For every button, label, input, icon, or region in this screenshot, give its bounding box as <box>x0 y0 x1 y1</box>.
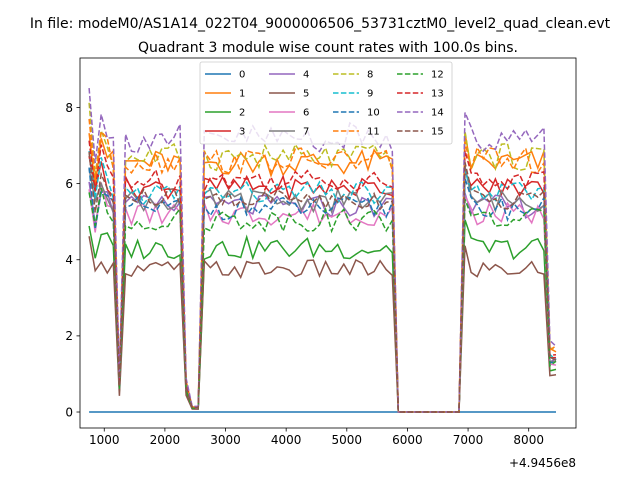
legend-label-4: 4 <box>303 70 309 81</box>
series-line-13 <box>88 140 557 413</box>
legend-box <box>199 61 453 145</box>
x-tick-label: 8000 <box>513 433 544 447</box>
legend-label-8: 8 <box>367 70 373 81</box>
series-lines <box>88 88 557 413</box>
legend-label-0: 0 <box>239 70 245 81</box>
series-line-5 <box>88 236 557 413</box>
y-tick-label: 0 <box>65 405 73 419</box>
plot-frame <box>79 57 577 429</box>
series-line-14 <box>88 88 557 413</box>
legend-label-6: 6 <box>303 108 309 119</box>
series-line-9 <box>88 150 557 413</box>
legend-label-9: 9 <box>367 89 373 100</box>
x-axis: 1000 2000 3000 4000 5000 6000 7000 8000 <box>89 428 544 447</box>
y-tick-label: 6 <box>65 177 73 191</box>
legend-label-11: 11 <box>367 127 380 138</box>
x-tick-label: 1000 <box>89 433 120 447</box>
legend-label-7: 7 <box>303 127 309 138</box>
figure-suptitle: In file: modeM0/AS1A14_022T04_9000006506… <box>30 16 611 32</box>
legend-label-3: 3 <box>239 127 245 138</box>
legend-label-2: 2 <box>239 108 245 119</box>
y-tick-label: 2 <box>65 329 73 343</box>
x-tick-label: 3000 <box>210 433 241 447</box>
series-line-12 <box>88 187 557 413</box>
x-tick-label: 4000 <box>271 433 302 447</box>
series-line-15 <box>88 151 557 413</box>
chart-title: Quadrant 3 module wise count rates with … <box>138 40 518 56</box>
x-tick-label: 6000 <box>392 433 423 447</box>
y-tick-label: 4 <box>65 253 73 267</box>
x-offset-label: +4.9456e8 <box>509 456 576 470</box>
legend-label-1: 1 <box>239 89 245 100</box>
y-tick-label: 8 <box>65 101 73 115</box>
legend-label-13: 13 <box>431 89 444 100</box>
series-line-11 <box>88 118 557 413</box>
legend-label-5: 5 <box>303 89 309 100</box>
series-line-1 <box>88 132 557 413</box>
series-line-7 <box>88 166 557 413</box>
series-line-10 <box>88 167 557 413</box>
legend-label-14: 14 <box>431 108 444 119</box>
legend-label-10: 10 <box>367 108 380 119</box>
x-tick-label: 5000 <box>332 433 363 447</box>
legend-label-12: 12 <box>431 70 444 81</box>
series-line-2 <box>88 219 557 413</box>
legend-label-15: 15 <box>431 127 444 138</box>
x-tick-label: 7000 <box>453 433 484 447</box>
x-tick-label: 2000 <box>150 433 181 447</box>
series-line-8 <box>88 102 557 413</box>
y-axis: 0 2 4 6 8 <box>65 101 80 419</box>
